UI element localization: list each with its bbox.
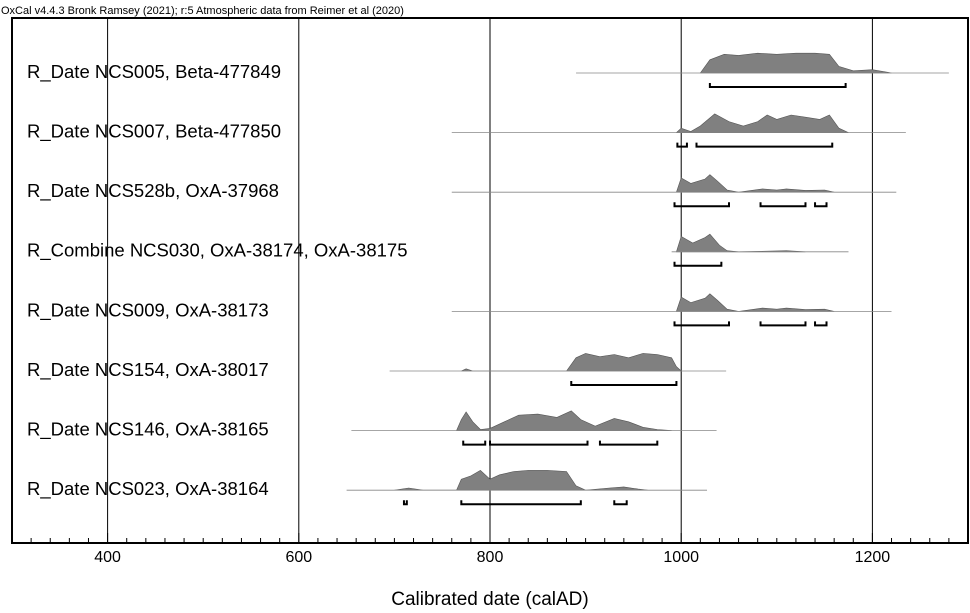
hpd-range	[460, 500, 582, 506]
hpd-range	[613, 500, 628, 506]
density	[675, 293, 835, 312]
x-tick-label: 1000	[663, 549, 699, 566]
hpd-range	[759, 202, 807, 208]
hpd-range	[708, 83, 847, 88]
hpd-range	[402, 500, 408, 506]
row-label: R_Date NCS146, OxA-38165	[27, 418, 269, 440]
density	[456, 410, 672, 431]
hpd-range	[489, 440, 589, 446]
density	[699, 52, 892, 74]
x-tick-label: 1200	[855, 549, 891, 566]
plot-frame	[11, 17, 969, 544]
density	[675, 233, 806, 253]
row-label: R_Date NCS154, OxA-38017	[27, 359, 269, 381]
density	[675, 174, 835, 193]
row-label: R_Date NCS023, OxA-38164	[27, 478, 269, 500]
hpd-range	[759, 321, 807, 327]
hpd-range	[814, 321, 828, 327]
hpd-range	[673, 321, 730, 327]
hpd-range	[598, 440, 659, 446]
hpd-range	[673, 261, 723, 267]
x-axis-label: Calibrated date (calAD)	[391, 589, 588, 610]
hpd-range	[570, 381, 678, 386]
row-label: R_Date NCS007, Beta-477850	[27, 120, 281, 142]
density	[675, 113, 849, 133]
chart-title: OxCal v4.4.3 Bronk Ramsey (2021); r:5 At…	[1, 5, 404, 17]
hpd-range	[695, 142, 834, 148]
hpd-range	[462, 440, 487, 446]
hpd-range	[814, 202, 828, 208]
density	[461, 353, 682, 372]
row-label: R_Combine NCS030, OxA-38174, OxA-38175	[27, 240, 407, 262]
hpd-range	[676, 142, 688, 148]
row-label: R_Date NCS528b, OxA-37968	[27, 180, 279, 202]
x-tick-label: 400	[94, 549, 121, 566]
x-tick-label: 600	[285, 549, 312, 566]
x-tick-label: 800	[477, 549, 504, 566]
hpd-range	[673, 202, 730, 208]
row-label: R_Date NCS009, OxA-38173	[27, 299, 269, 321]
density	[394, 470, 648, 491]
row-label: R_Date NCS005, Beta-477849	[27, 61, 281, 83]
